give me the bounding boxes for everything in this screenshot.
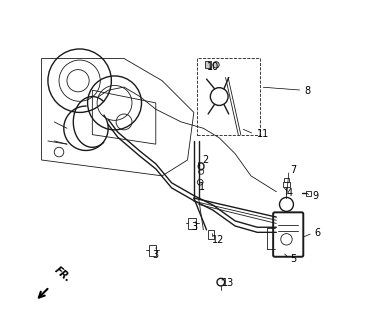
- Text: 9: 9: [312, 190, 318, 201]
- Text: 8: 8: [305, 86, 311, 96]
- Text: 10: 10: [207, 62, 219, 72]
- Text: 3: 3: [152, 250, 158, 260]
- Bar: [149, 245, 156, 256]
- Text: 2: 2: [202, 155, 208, 165]
- Text: 12: 12: [212, 235, 225, 245]
- Bar: [208, 230, 214, 239]
- Text: 13: 13: [222, 278, 234, 288]
- Text: FR.: FR.: [52, 265, 72, 284]
- Text: 11: 11: [256, 129, 269, 139]
- Text: 5: 5: [291, 254, 297, 264]
- Circle shape: [213, 62, 219, 68]
- Bar: [189, 218, 196, 229]
- Text: 1: 1: [199, 182, 205, 192]
- Bar: [306, 191, 311, 196]
- Text: 3: 3: [192, 222, 198, 232]
- Text: 7: 7: [290, 165, 296, 175]
- Text: 4: 4: [287, 188, 293, 198]
- Bar: [283, 182, 290, 187]
- Text: 6: 6: [314, 228, 321, 238]
- Bar: [205, 61, 211, 68]
- Bar: [197, 59, 261, 135]
- Bar: [284, 178, 290, 182]
